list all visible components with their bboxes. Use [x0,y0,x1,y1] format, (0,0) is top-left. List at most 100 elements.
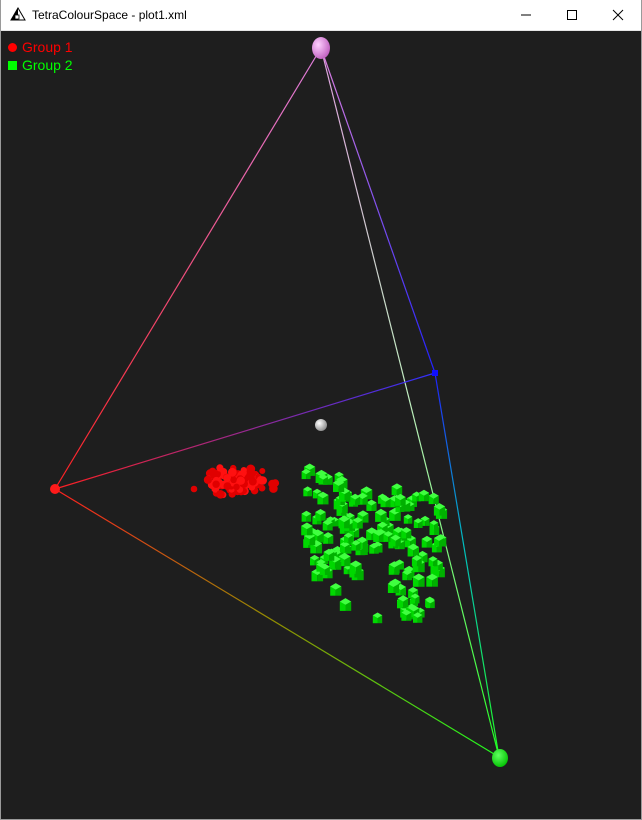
legend-item-group-1: Group 1 [8,38,73,56]
group-1-point [216,490,225,499]
group-1-point [227,467,237,477]
group-2-point [303,486,312,497]
3d-viewport[interactable]: Group 1 Group 2 [1,31,641,820]
group-2-point [411,555,422,567]
vertex-right [492,749,508,767]
group-2-point [323,548,335,561]
group-1-point [271,479,280,487]
edge-top-right [320,47,500,758]
maximize-button[interactable] [549,0,595,30]
group-1-point [258,476,268,485]
group-1-point [190,485,198,493]
group-2-point [403,514,413,524]
group-2-point [322,519,333,531]
group-2-point [407,543,419,557]
group-1-point [209,467,217,475]
group-2-point [366,499,377,511]
group-2-point [425,598,435,609]
group-1-point [259,468,266,474]
group-1-point [223,474,232,483]
group-1-point [223,482,232,490]
close-icon [612,9,624,21]
group-1-point [212,480,220,488]
group-2-point [351,540,361,551]
edge-top-left [54,47,322,490]
legend-item-group-2: Group 2 [8,56,73,74]
group-1-point [258,484,266,492]
group-2-point [388,561,400,574]
group-2-point [330,583,342,596]
edge-top-back [320,47,436,374]
group-2-point [301,468,311,480]
group-2-point [410,593,420,604]
edge-back-right [434,372,500,758]
group-2-point [318,474,328,485]
group-2-point [319,563,330,575]
vertex-top [312,37,330,59]
group-2-point [350,493,361,505]
group-1-point [233,483,240,491]
group-2-point [418,489,430,502]
group-2-point [413,518,423,528]
edge-left-back [54,372,436,490]
group-2-point [369,542,379,554]
legend: Group 1 Group 2 [8,38,73,74]
title-bar[interactable]: TetraColourSpace - plot1.xml [1,0,641,31]
group-2-point [412,491,422,502]
group-2-point [413,612,423,623]
group-2-point [317,491,329,505]
group-2-point [309,554,320,566]
group-2-point [401,609,412,621]
group-2-point [380,495,391,508]
legend-label-group-2: Group 2 [22,57,73,73]
group-2-point [393,526,404,539]
group-2-point [387,580,400,593]
group-2-point [333,479,345,492]
group-2-point [395,493,406,506]
group-1-point [248,483,256,491]
group-2-point [390,534,401,547]
group-2-point [375,508,387,522]
minimize-button[interactable] [503,0,549,30]
close-button[interactable] [595,0,641,30]
group-2-point [301,522,313,536]
edge-left-right [54,488,500,758]
group-2-point [434,535,445,547]
data-points [190,463,448,624]
group-1-point [248,469,257,478]
group-2-point [338,552,351,567]
group-2-point [428,492,439,505]
window-title: TetraColourSpace - plot1.xml [32,8,187,22]
legend-label-group-1: Group 1 [22,39,73,55]
group-1-point [240,467,247,474]
tetrahedron-plot[interactable] [1,31,641,820]
group-2-point [372,612,383,624]
group-2-point [339,598,352,611]
group-2-point [412,573,425,587]
group-2-point [426,573,438,587]
group-2-point [322,532,334,544]
group-2-point [391,483,403,496]
red-circle-icon [8,42,17,52]
tetra-app-icon [10,7,26,21]
group-2-point [315,508,326,521]
green-square-icon [8,60,17,70]
group-2-point [301,510,312,522]
vertex-back [432,370,438,376]
minimize-icon [521,14,531,16]
group-2-point [401,527,412,539]
vertex-left [50,484,60,494]
group-2-point [349,560,362,574]
group-2-point [433,503,446,516]
group-2-point [402,569,413,581]
group-2-point [397,595,409,608]
vertices [50,37,508,767]
group-1-point [216,464,224,472]
group-2-point [343,532,353,543]
achromatic-point [315,419,327,431]
group-1-point [230,476,237,484]
group-1-point [236,476,245,485]
group-1-point [203,475,212,484]
group-2-point [357,510,369,523]
